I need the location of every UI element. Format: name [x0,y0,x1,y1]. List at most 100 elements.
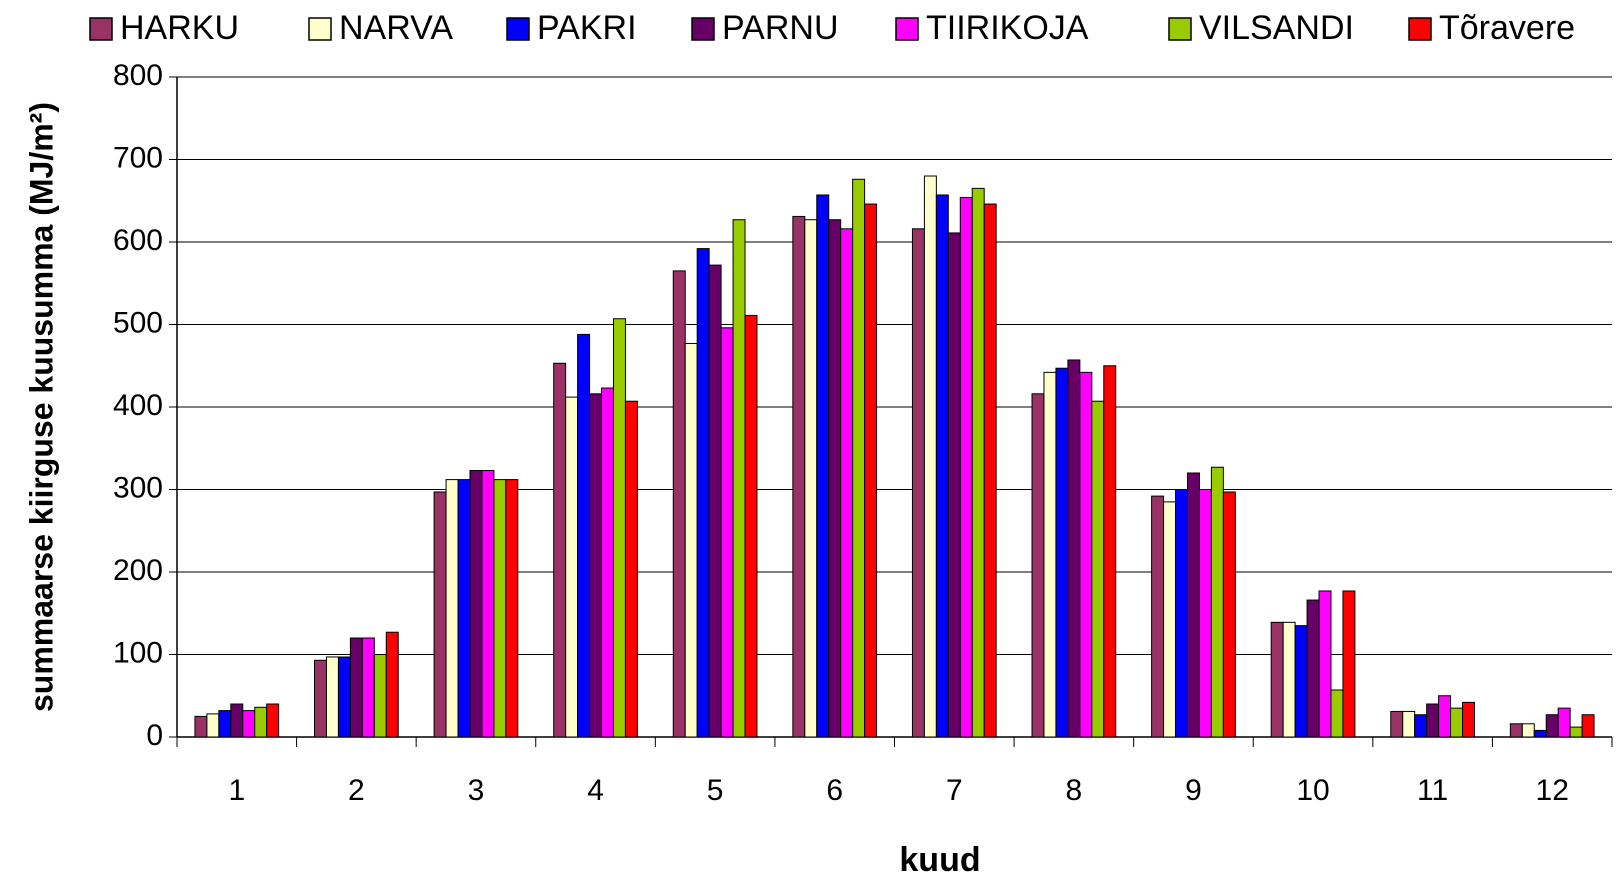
bar [612,318,626,738]
bar [1509,723,1523,738]
bar [1151,495,1165,738]
legend-swatch [1408,17,1432,41]
bar [1318,590,1332,738]
legend-swatch [895,17,919,41]
bar [1031,393,1045,738]
y-tick-label: 400 [113,389,163,422]
bar [624,400,638,738]
bar [696,248,710,738]
bar [684,342,698,738]
bar [337,656,351,738]
bar [1210,466,1224,738]
x-tick-label: 12 [1536,774,1569,807]
bar [1043,371,1057,738]
bar [373,654,387,738]
y-tick-label: 300 [113,471,163,504]
bar [230,703,244,738]
bar [720,327,734,738]
legend-label: TIIRIKOJA [926,9,1089,47]
bar [1163,501,1177,738]
bar [1103,365,1117,738]
bar [744,314,758,738]
legend-label: PARNU [722,9,839,47]
bar [1426,703,1440,738]
bar [601,387,614,738]
x-tick-label: 3 [468,774,485,807]
bar [923,175,937,738]
bar [1342,590,1356,738]
bar [1414,714,1428,738]
bar [852,178,866,738]
x-tick-label: 10 [1296,774,1329,807]
bar [1222,491,1236,738]
legend-swatch [308,17,332,41]
bar [1270,621,1284,738]
bar [935,194,949,738]
bar [254,706,268,738]
bar [911,228,925,738]
bar [1330,689,1344,738]
bar [1545,714,1559,738]
bar [385,631,399,738]
bar [1055,367,1069,738]
legend-swatch [89,17,113,41]
bar [1390,710,1404,738]
bar [672,270,686,738]
bar [1438,695,1452,738]
bar [1521,723,1535,738]
x-tick-label: 1 [228,774,245,807]
bar [469,470,483,738]
bar [1079,371,1093,738]
bar [481,470,495,738]
bar [708,264,722,738]
bar [828,219,842,738]
bar [947,232,961,738]
y-tick-label: 600 [113,224,163,257]
bar [1282,621,1296,738]
bar [314,659,327,738]
y-tick-label: 700 [113,141,163,174]
bar [1569,726,1583,738]
bar [1198,489,1212,738]
bar [1402,710,1416,738]
bar [194,715,208,738]
bar [218,710,232,738]
bar [361,637,375,738]
bar [493,479,507,738]
y-tick-label: 100 [113,636,163,669]
bar [971,187,985,738]
y-tick-label: 200 [113,554,163,587]
legend-label: Tõravere [1439,9,1575,47]
y-tick-label: 500 [113,306,163,339]
legend-swatch [691,17,715,41]
bar [1581,714,1595,738]
bar [1557,707,1571,738]
bar [732,219,746,738]
bar [433,491,447,738]
legend-label: HARKU [120,9,239,47]
bar [864,203,878,738]
x-tick-label: 4 [587,774,604,807]
bar [1175,489,1188,738]
x-tick-label: 2 [348,774,365,807]
bar [1067,359,1081,738]
bar [1533,729,1547,738]
bar [457,479,471,738]
legend-swatch [1168,17,1192,41]
bar [325,656,339,738]
bar [959,196,973,738]
bar [804,219,818,738]
bar [1462,701,1475,738]
bar [589,393,603,738]
bar [206,713,220,738]
bar [577,333,591,738]
legend-label: VILSANDI [1199,9,1354,47]
bar [1294,625,1308,738]
bar [266,703,280,738]
legend-swatch [506,17,530,41]
bar [565,396,579,738]
bar [242,710,256,738]
bar [1306,599,1320,738]
bar [1091,400,1105,738]
